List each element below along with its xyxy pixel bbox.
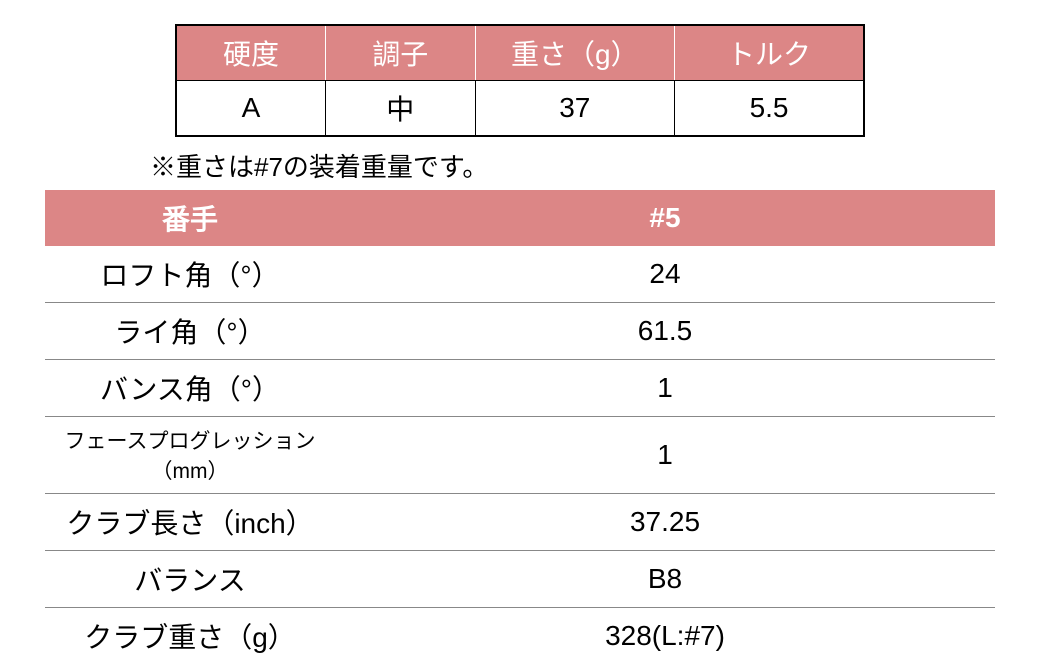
row-value: 37.25 bbox=[335, 494, 995, 551]
table-row: ロフト角（°）24 bbox=[45, 246, 995, 303]
col-header-label: 番手 bbox=[45, 190, 335, 246]
table-row: クラブ長さ（inch）37.25 bbox=[45, 494, 995, 551]
row-value: 61.5 bbox=[335, 303, 995, 360]
table-header-row: 硬度 調子 重さ（g） トルク bbox=[176, 25, 864, 81]
row-label: フェースプログレッション（mm） bbox=[45, 417, 335, 494]
cell: 5.5 bbox=[675, 81, 864, 137]
row-value: 1 bbox=[335, 417, 995, 494]
table-header-row: 番手 #5 bbox=[45, 190, 995, 246]
row-label: クラブ長さ（inch） bbox=[45, 494, 335, 551]
page-container: 硬度 調子 重さ（g） トルク A 中 37 5.5 ※重さは#7の装着重量です… bbox=[0, 24, 1040, 664]
row-label: クラブ重さ（g） bbox=[45, 608, 335, 664]
col-header: 調子 bbox=[326, 25, 476, 81]
row-label: ロフト角（°） bbox=[45, 246, 335, 303]
row-label: バンス角（°） bbox=[45, 360, 335, 417]
row-label: バランス bbox=[45, 551, 335, 608]
shaft-spec-table: 硬度 調子 重さ（g） トルク A 中 37 5.5 bbox=[175, 24, 865, 137]
col-header: 重さ（g） bbox=[475, 25, 675, 81]
col-header: トルク bbox=[675, 25, 864, 81]
table-row: A 中 37 5.5 bbox=[176, 81, 864, 137]
weight-note: ※重さは#7の装着重量です。 bbox=[150, 147, 1040, 184]
club-spec-table: 番手 #5 ロフト角（°）24ライ角（°）61.5バンス角（°）1フェースプログ… bbox=[45, 190, 995, 664]
col-header: 硬度 bbox=[176, 25, 326, 81]
table-row: クラブ重さ（g）328(L:#7) bbox=[45, 608, 995, 664]
table-row: フェースプログレッション（mm）1 bbox=[45, 417, 995, 494]
col-header-value: #5 bbox=[335, 190, 995, 246]
row-value: 1 bbox=[335, 360, 995, 417]
row-value: 328(L:#7) bbox=[335, 608, 995, 664]
row-label: ライ角（°） bbox=[45, 303, 335, 360]
table-row: バンス角（°）1 bbox=[45, 360, 995, 417]
cell: 中 bbox=[326, 81, 476, 137]
cell: 37 bbox=[475, 81, 675, 137]
row-value: 24 bbox=[335, 246, 995, 303]
table-row: ライ角（°）61.5 bbox=[45, 303, 995, 360]
cell: A bbox=[176, 81, 326, 137]
row-value: B8 bbox=[335, 551, 995, 608]
table-row: バランスB8 bbox=[45, 551, 995, 608]
